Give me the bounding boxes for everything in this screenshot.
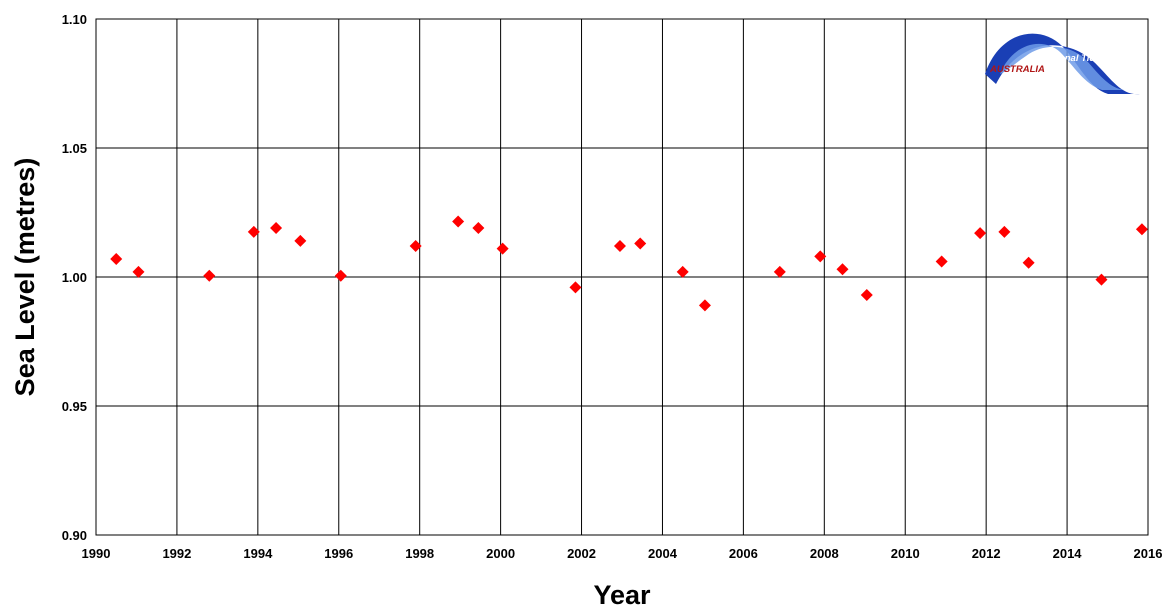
data-point-marker <box>974 227 987 240</box>
data-point-marker <box>998 225 1011 238</box>
data-point-marker <box>132 265 145 278</box>
data-point-marker <box>409 240 422 253</box>
x-tick-label: 1992 <box>162 546 191 561</box>
y-tick-label: 1.05 <box>62 141 87 156</box>
data-point-marker <box>698 299 711 312</box>
data-point-marker <box>836 263 849 276</box>
data-point-marker <box>569 281 582 294</box>
x-tick-label: 2008 <box>810 546 839 561</box>
plot-border <box>95 18 1149 536</box>
data-point-marker <box>1022 256 1035 269</box>
data-point-marker <box>247 225 260 238</box>
data-point-marker <box>613 240 626 253</box>
x-tick-label: 2002 <box>567 546 596 561</box>
logo-text-national-tidal-facility: National Tidal Facility <box>1041 53 1139 64</box>
y-tick-label: 0.90 <box>62 528 87 543</box>
data-point-marker <box>676 265 689 278</box>
x-tick-label: 2014 <box>1053 546 1083 561</box>
x-tick-label: 2000 <box>486 546 515 561</box>
y-tick-label: 1.00 <box>62 270 87 285</box>
data-point-marker <box>860 289 873 302</box>
x-tick-label: 1990 <box>82 546 111 561</box>
data-point-marker <box>814 250 827 263</box>
data-point-marker <box>203 269 216 282</box>
data-point-marker <box>1095 273 1108 286</box>
data-point-marker <box>634 237 647 250</box>
data-point-marker <box>334 269 347 282</box>
national-tidal-facility-logo: National Tidal Facility AUSTRALIA <box>985 33 1140 95</box>
data-point-marker <box>472 221 485 234</box>
data-point-marker <box>110 252 123 265</box>
logo-text-australia: AUSTRALIA <box>989 64 1045 75</box>
logo-wave-highlight <box>1000 43 1124 90</box>
tick-labels: 1990 1992 1994 1996 1998 2000 2002 2004 2006 2008… <box>62 12 1163 561</box>
x-axis-title: Year <box>593 580 651 610</box>
data-point-marker <box>270 221 283 234</box>
data-point-marker <box>935 255 948 268</box>
y-tick-label: 1.10 <box>62 12 87 27</box>
data-point-marker <box>1135 223 1148 236</box>
x-tick-label: 2004 <box>648 546 678 561</box>
data-points <box>110 215 1148 312</box>
x-tick-label: 2006 <box>729 546 758 561</box>
data-point-marker <box>294 234 307 247</box>
data-point-marker <box>773 265 786 278</box>
x-tick-label: 2010 <box>891 546 920 561</box>
x-tick-label: 1996 <box>324 546 353 561</box>
y-tick-label: 0.95 <box>62 399 87 414</box>
x-tick-label: 1998 <box>405 546 434 561</box>
x-tick-label: 1994 <box>243 546 273 561</box>
data-point-marker <box>496 242 509 255</box>
x-tick-label: 2016 <box>1134 546 1163 561</box>
data-point-marker <box>452 215 465 228</box>
x-tick-label: 2012 <box>972 546 1001 561</box>
y-axis-title: Sea Level (metres) <box>10 158 40 397</box>
